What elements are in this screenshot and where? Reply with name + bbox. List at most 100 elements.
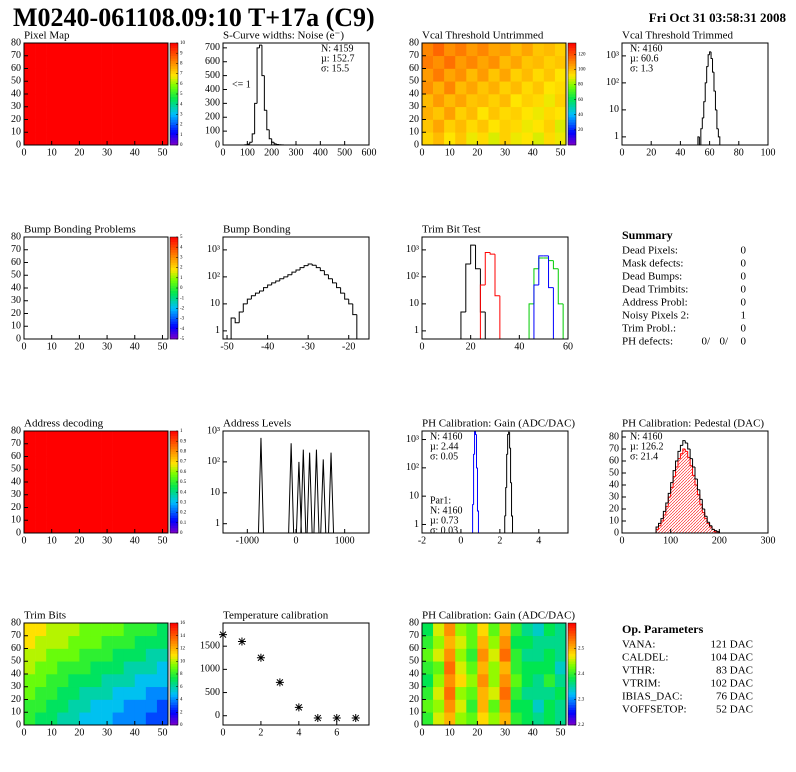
hist-bin (552, 260, 559, 270)
hist-bin (267, 284, 272, 288)
heatmap-cell (422, 674, 434, 688)
colorbar-step (170, 111, 178, 115)
hist-fill (656, 529, 659, 533)
x-tick-label: 0 (22, 727, 27, 738)
colorbar-step (170, 142, 178, 146)
panel-title: Trim Bits (24, 610, 66, 622)
heatmap-cell (90, 68, 102, 82)
heatmap-cell (35, 55, 47, 69)
colorbar-step (568, 86, 576, 90)
heatmap-cell (499, 623, 511, 637)
colorbar-step (568, 139, 576, 143)
colorbar-step (170, 326, 178, 330)
colorbar-step (568, 78, 576, 82)
colorbar-step (170, 446, 178, 450)
heatmap-cell (543, 674, 556, 688)
heatmap-cell (57, 674, 69, 688)
x-tick-label: 0 (620, 147, 625, 158)
hist-bin (303, 265, 309, 268)
colorbar-step (170, 285, 178, 289)
heatmap-cell (90, 699, 102, 713)
heatmap-cell (422, 68, 434, 82)
heatmap-cell (112, 648, 124, 662)
colorbar-step (170, 43, 178, 46)
colorbar-step (170, 239, 178, 243)
panel-title: S-Curve widths: Noise (e⁻) (223, 30, 344, 42)
heatmap-cell (134, 132, 147, 146)
y-tick-label: 40 (11, 88, 21, 99)
stats-line: µ: 126.2 (630, 441, 664, 452)
heatmap-cell (79, 507, 91, 521)
heatmap-cell (134, 68, 147, 82)
panel-title: Vcal Threshold Trimmed (622, 30, 734, 42)
heatmap-cell (145, 119, 158, 133)
heatmap-cell (57, 686, 69, 700)
y-tick-label: 40 (409, 88, 419, 99)
colorbar-step (170, 109, 178, 113)
heatmap-cell (499, 635, 511, 649)
heatmap-cell (101, 482, 113, 496)
heatmap-cell (433, 674, 445, 688)
heatmap-cell (521, 132, 534, 146)
heatmap-cell (24, 520, 36, 534)
colorbar-label: 3 (180, 113, 183, 118)
heatmap-cell (488, 661, 500, 675)
heatmap-cell (156, 635, 169, 649)
heatmap-cell (68, 674, 80, 688)
heatmap-cell (46, 648, 58, 662)
x-tick-label: 0 (221, 727, 226, 738)
colorbar-step (568, 76, 576, 79)
heatmap-cell (68, 68, 80, 82)
heatmap-cell (554, 68, 567, 82)
heatmap-cell (57, 648, 69, 662)
heatmap-cell (422, 43, 434, 57)
colorbar-step (170, 633, 178, 637)
colorbar-step (170, 497, 178, 501)
hist-bin (307, 263, 313, 266)
heatmap-cell (68, 469, 80, 483)
y-tick-label: 10³ (406, 244, 419, 255)
colorbar-step (170, 252, 178, 256)
heatmap-cell (499, 106, 511, 120)
hist-fill (712, 529, 715, 533)
heatmap-cell (554, 119, 567, 133)
heatmap-cell (68, 623, 80, 637)
heatmap-cell (123, 94, 136, 108)
colorbar-step (170, 310, 178, 314)
heatmap-cell (68, 55, 80, 69)
heatmap-cell (433, 686, 445, 700)
heatmap-cell (543, 43, 556, 57)
heatmap-cell (101, 674, 113, 688)
heatmap-cell (466, 686, 478, 700)
heatmap-cell (433, 81, 445, 95)
colorbar-label: 8 (180, 62, 183, 67)
colorbar-step (568, 58, 576, 62)
heatmap-cell (112, 431, 124, 445)
colorbar-step (568, 91, 576, 95)
colorbar-step (170, 237, 178, 240)
hist-bin (711, 525, 715, 530)
heatmap-cell (554, 94, 567, 108)
panel-title: Vcal Threshold Untrimmed (422, 30, 544, 42)
colorbar-label: 2 (180, 266, 183, 271)
heatmap-cell (145, 55, 158, 69)
hist-bin (242, 303, 248, 313)
hist-bin (266, 110, 270, 131)
hist-fill (660, 521, 664, 533)
heatmap-cell (444, 106, 456, 120)
heatmap-cell (79, 520, 91, 534)
heatmap-cell (35, 443, 47, 457)
colorbar-label: 60 (578, 98, 584, 103)
colorbar-step (170, 676, 178, 680)
hist-bin (494, 254, 500, 297)
heatmap-cell (123, 55, 136, 69)
heatmap-cell (145, 648, 158, 662)
heatmap-cell (46, 456, 58, 470)
heatmap-cell (543, 119, 556, 133)
heatmap-cell (90, 635, 102, 649)
heatmap-cell (532, 94, 545, 108)
heatmap-cell (57, 520, 69, 534)
y-tick-label: 20 (409, 694, 419, 705)
heatmap-cell (455, 686, 467, 700)
